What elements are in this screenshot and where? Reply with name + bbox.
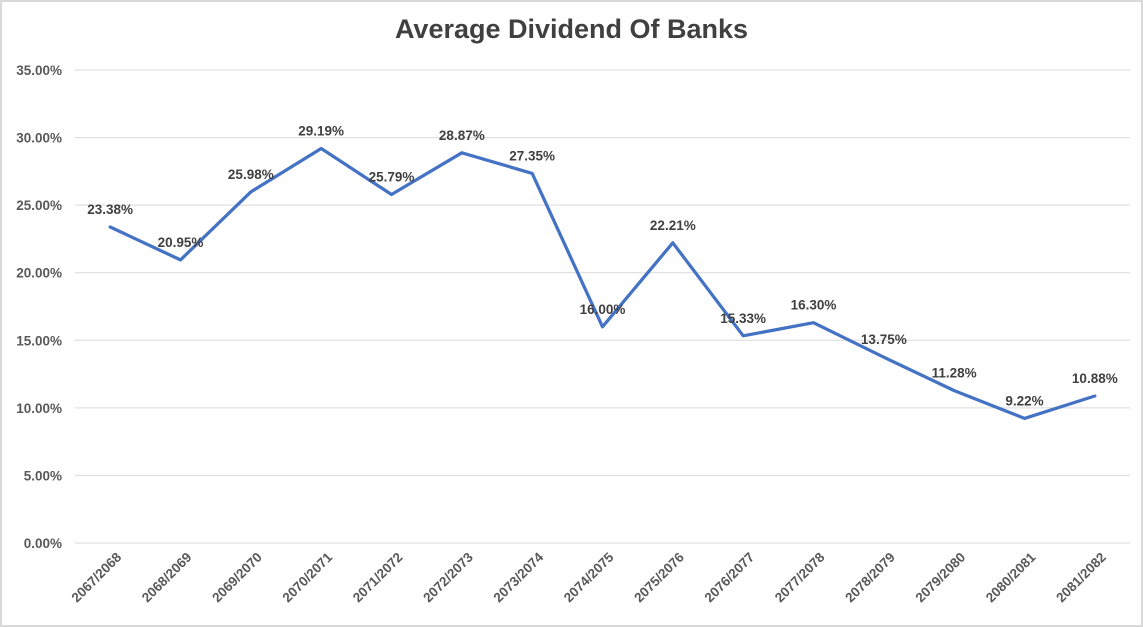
x-axis-category-label: 2070/2071 bbox=[280, 549, 336, 605]
data-point-label: 15.33% bbox=[720, 311, 766, 326]
data-point-label: 23.38% bbox=[87, 202, 133, 217]
data-point-label: 28.87% bbox=[439, 128, 485, 143]
x-axis-category-label: 2071/2072 bbox=[350, 550, 406, 606]
y-axis-tick-label: 35.00% bbox=[16, 63, 62, 78]
x-axis-category-label: 2077/2078 bbox=[772, 549, 828, 605]
y-axis-tick-label: 0.00% bbox=[24, 536, 62, 551]
x-axis-category-label: 2075/2076 bbox=[631, 549, 687, 605]
data-point-label: 25.79% bbox=[369, 169, 415, 184]
data-point-label: 16.00% bbox=[580, 302, 626, 317]
y-axis-tick-label: 10.00% bbox=[16, 401, 62, 416]
data-point-label: 11.28% bbox=[932, 366, 977, 381]
x-axis-category-label: 2074/2075 bbox=[561, 549, 617, 605]
y-axis-tick-label: 25.00% bbox=[16, 198, 62, 213]
data-point-label: 25.98% bbox=[228, 167, 274, 182]
data-point-label: 9.22% bbox=[1005, 393, 1043, 408]
x-axis-category-label: 2072/2073 bbox=[420, 549, 476, 605]
data-point-label: 16.30% bbox=[791, 298, 837, 313]
dividend-series-line bbox=[108, 146, 1097, 421]
x-axis-category-label: 2073/2074 bbox=[491, 549, 547, 605]
x-axis-category-label: 2078/2079 bbox=[842, 550, 898, 606]
data-point-label: 27.35% bbox=[509, 148, 555, 163]
y-axis-tick-label: 20.00% bbox=[16, 266, 62, 281]
x-axis-category-label: 2076/2077 bbox=[702, 550, 758, 606]
x-axis-category-label: 2079/2080 bbox=[913, 550, 969, 606]
data-point-label: 10.88% bbox=[1072, 371, 1118, 386]
x-axis-category-label: 2068/2069 bbox=[139, 550, 195, 606]
data-point-label: 13.75% bbox=[861, 332, 907, 347]
x-axis-category-label: 2080/2081 bbox=[983, 549, 1039, 605]
x-axis-category-label: 2067/2068 bbox=[69, 549, 125, 605]
x-axis-category-label: 2069/2070 bbox=[209, 550, 265, 606]
y-axis-tick-label: 30.00% bbox=[16, 131, 62, 146]
data-point-label: 20.95% bbox=[158, 235, 204, 250]
data-point-label: 29.19% bbox=[298, 124, 344, 139]
y-axis-tick-label: 5.00% bbox=[24, 468, 62, 483]
x-axis-category-label: 2081/2082 bbox=[1053, 550, 1109, 606]
y-axis-tick-label: 15.00% bbox=[16, 333, 62, 348]
data-point-label: 22.21% bbox=[650, 218, 696, 233]
